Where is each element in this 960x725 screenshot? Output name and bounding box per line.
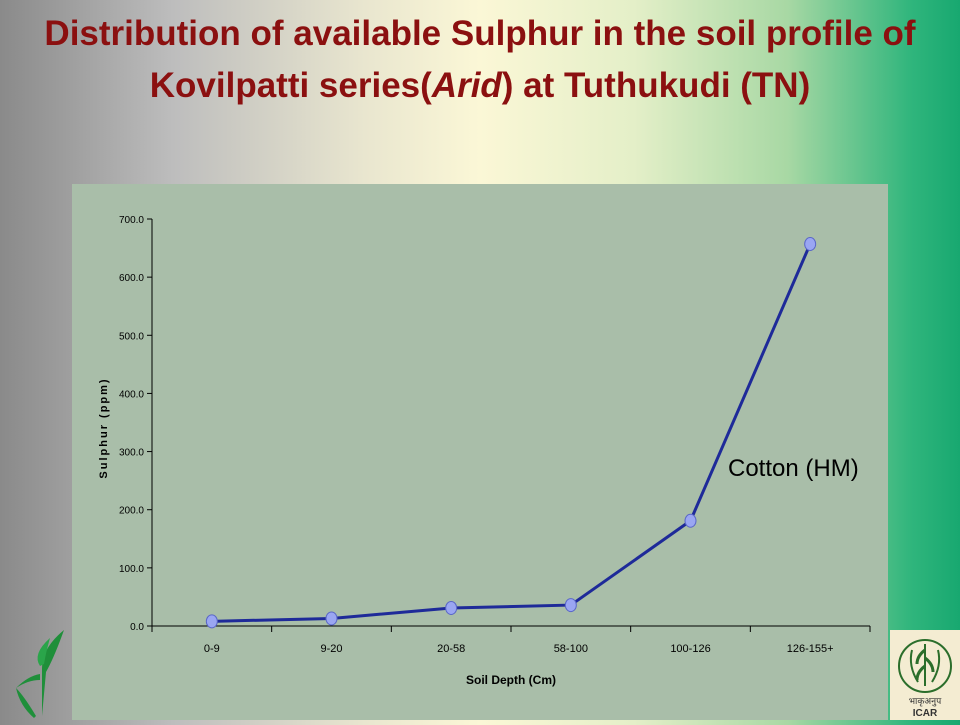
data-point (804, 237, 817, 252)
icar-hindi-text: भाकृअनुप (909, 696, 942, 707)
y-tick-label: 400.0 (119, 389, 144, 400)
x-tick-label: 0-9 (204, 643, 220, 655)
y-axis: 0.0 100.0 200.0 300.0 400.0 500.0 600.0 700.0 (119, 215, 153, 633)
chart-panel: 0.0 100.0 200.0 300.0 400.0 500.0 600.0 700.0 0… (72, 184, 888, 720)
y-tick-label: 200.0 (119, 506, 144, 517)
x-tick-label: 20-58 (437, 643, 465, 655)
data-point (325, 611, 338, 626)
data-point (205, 614, 218, 629)
slide-title: Distribution of available Sulphur in the… (20, 8, 940, 112)
y-axis-label: Sulphur (ppm) (98, 377, 110, 478)
y-tick-label: 300.0 (119, 448, 144, 459)
y-tick-label: 100.0 (119, 564, 144, 575)
x-axis-label: Soil Depth (Cm) (466, 673, 556, 687)
line-chart: 0.0 100.0 200.0 300.0 400.0 500.0 600.0 700.0 0… (98, 215, 871, 687)
left-logo (6, 618, 76, 718)
x-tick-label: 100-126 (670, 643, 710, 655)
data-point (684, 513, 697, 528)
series-line (211, 243, 812, 623)
series-annotation: Cotton (HM) (728, 455, 859, 482)
title-text-part2: ) at Tuthukudi (TN) (501, 66, 811, 105)
x-axis: 0-9 9-20 20-58 58-100 100-126 126-155+ (151, 625, 871, 655)
x-tick-label: 9-20 (320, 643, 342, 655)
y-tick-label: 0.0 (130, 622, 144, 633)
x-tick-label: 126-155+ (787, 643, 834, 655)
data-point (445, 600, 458, 615)
y-tick-label: 500.0 (119, 331, 144, 342)
data-point (564, 598, 577, 613)
y-tick-label: 700.0 (119, 215, 144, 226)
series-markers (205, 237, 817, 629)
title-text-part1: Distribution of available Sulphur in the… (44, 14, 916, 105)
series-polyline (211, 243, 812, 623)
x-tick-label: 58-100 (554, 643, 588, 655)
icar-text: ICAR (913, 708, 938, 719)
icar-logo: भाकृअनुप ICAR (890, 630, 960, 720)
y-tick-label: 600.0 (119, 273, 144, 284)
title-text-italic: Arid (431, 66, 502, 105)
